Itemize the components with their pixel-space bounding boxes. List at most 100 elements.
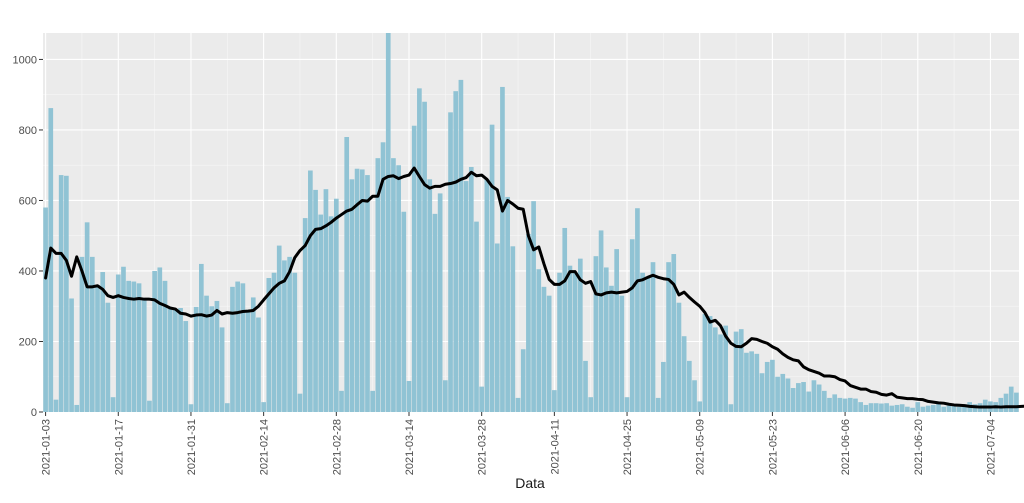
x-tick-label: 2021-05-09 <box>695 419 707 475</box>
bar <box>209 306 215 412</box>
bar <box>661 361 666 412</box>
bar <box>245 309 251 412</box>
bar <box>635 208 640 412</box>
bar <box>723 325 729 412</box>
bar <box>707 316 713 412</box>
bar <box>1003 393 1009 412</box>
bar <box>74 404 80 412</box>
bar <box>349 179 355 412</box>
bar <box>531 201 536 412</box>
bar <box>328 216 334 412</box>
bar <box>162 280 168 412</box>
bar <box>884 403 889 412</box>
bar <box>770 359 775 412</box>
x-tick-label: 2021-01-03 <box>41 419 53 475</box>
bar <box>603 267 609 412</box>
bar <box>863 404 869 412</box>
bar <box>292 272 298 412</box>
bar <box>749 351 754 412</box>
y-tick-label: 0 <box>31 407 37 419</box>
bar <box>110 397 116 412</box>
bar <box>733 331 739 412</box>
bar <box>915 402 921 412</box>
bar <box>188 404 194 412</box>
bar <box>318 214 324 412</box>
bar <box>167 306 173 412</box>
bar <box>899 404 905 412</box>
bar <box>58 175 64 412</box>
bar <box>84 222 90 412</box>
x-tick-label: 2021-03-14 <box>404 419 416 475</box>
bar <box>406 380 412 412</box>
bar <box>468 166 474 412</box>
bar <box>308 170 313 412</box>
y-tick-label: 1000 <box>13 54 37 66</box>
bar <box>687 360 692 412</box>
bar <box>417 88 422 412</box>
bar <box>754 353 760 412</box>
y-axis: 0 200 400 600 800 1000 <box>13 54 43 419</box>
bar <box>847 397 853 412</box>
bar <box>365 175 370 412</box>
bar <box>500 86 505 412</box>
bar <box>48 108 54 412</box>
bar <box>520 349 526 412</box>
bar <box>458 79 464 412</box>
bar <box>401 211 407 412</box>
bar <box>323 189 329 412</box>
bar <box>546 295 552 412</box>
bar <box>821 390 827 412</box>
minor-grid <box>43 33 1019 412</box>
x-tick-label: 2021-04-25 <box>622 419 634 475</box>
bar <box>370 390 375 412</box>
bar <box>790 388 796 412</box>
bar <box>744 352 749 412</box>
bar <box>681 336 687 412</box>
bar <box>359 169 365 412</box>
bar <box>780 373 786 412</box>
x-tick-label: 2021-03-28 <box>477 419 489 475</box>
bar <box>894 404 900 412</box>
bar <box>432 213 438 412</box>
bar <box>816 384 822 412</box>
bar <box>712 327 718 412</box>
bar <box>344 137 350 412</box>
x-axis-title: Data <box>515 475 545 491</box>
bar <box>951 404 957 412</box>
bar <box>157 267 163 412</box>
bar <box>868 403 874 412</box>
bar <box>64 175 69 412</box>
bar <box>931 404 936 412</box>
bar <box>443 380 448 412</box>
bar <box>422 101 427 412</box>
bar <box>697 401 703 412</box>
bar <box>941 406 947 412</box>
bar <box>183 321 189 412</box>
bar <box>494 243 500 412</box>
bar <box>479 386 485 412</box>
bar <box>411 125 417 412</box>
bar <box>910 407 915 412</box>
bar-series <box>43 33 1019 413</box>
bar <box>998 397 1004 412</box>
bar <box>313 189 318 412</box>
bar <box>510 246 516 412</box>
bar <box>557 272 562 412</box>
bar <box>515 397 521 412</box>
x-tick-label: 2021-02-14 <box>259 419 271 475</box>
bar <box>692 380 697 412</box>
bar <box>147 400 152 412</box>
bar <box>287 256 292 412</box>
bar <box>806 391 812 412</box>
bar <box>396 165 401 412</box>
bar <box>385 33 391 412</box>
bar <box>946 405 952 412</box>
bar <box>640 272 645 412</box>
bar <box>666 262 671 412</box>
bar <box>609 285 614 412</box>
moving-average-line <box>44 166 1024 409</box>
bar <box>671 254 677 412</box>
bar <box>437 193 443 412</box>
bar <box>219 327 225 412</box>
x-tick-label: 2021-04-11 <box>549 419 561 474</box>
